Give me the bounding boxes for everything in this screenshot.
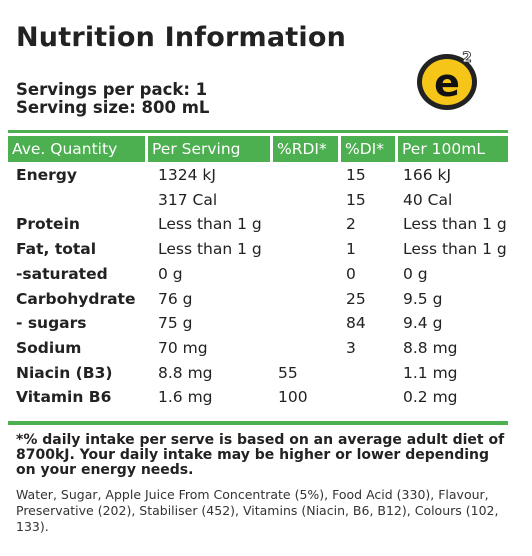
table-row: 317 Cal 15 40 Cal	[0, 191, 532, 215]
nutrient-name: Fat, total	[16, 240, 97, 259]
di-value: 3	[346, 338, 356, 357]
servings-per-pack: Servings per pack: 1	[16, 80, 208, 99]
di-value: 2	[346, 215, 356, 234]
per-serving-value: 1324 kJ	[158, 166, 216, 184]
table-row: Sodium 70 mg 3 8.8 mg	[0, 339, 532, 363]
di-value: 15	[346, 190, 366, 209]
per-serving-value: 0 g	[158, 264, 183, 283]
per-serving-value: 76 g	[158, 289, 193, 308]
daily-intake-footnote: *% daily intake per serve is based on an…	[16, 432, 505, 478]
per-serving-value: 1.6 mg	[158, 388, 213, 407]
serving-size: Serving size: 800 mL	[16, 98, 210, 117]
table-row: Protein Less than 1 g 2 Less than 1 g	[0, 215, 532, 239]
nutrient-name: Niacin (B3)	[16, 363, 113, 382]
di-value: 15	[346, 166, 366, 184]
col-header-per-100ml: Per 100mL	[398, 136, 508, 162]
di-value: 1	[346, 240, 356, 259]
table-row: Energy 1324 kJ 15 166 kJ	[0, 166, 532, 190]
brand-logo: e 2	[417, 50, 477, 110]
per-100ml-value: Less than 1 g	[403, 215, 507, 234]
per-100ml-value: 0.2 mg	[403, 388, 458, 407]
per-100ml-value: Less than 1 g	[403, 240, 507, 259]
nutrient-name: - sugars	[16, 314, 87, 333]
logo-letter: e	[434, 61, 460, 105]
per-100ml-value: 1.1 mg	[403, 363, 458, 382]
per-serving-value: 317 Cal	[158, 190, 218, 209]
per-100ml-value: 9.4 g	[403, 314, 443, 333]
nutrient-name: Vitamin B6	[16, 388, 112, 407]
per-serving-value: 8.8 mg	[158, 363, 213, 382]
col-header-per-serving: Per Serving	[148, 136, 270, 162]
per-serving-value: 75 g	[158, 314, 193, 333]
per-serving-value: Less than 1 g	[158, 240, 262, 259]
table-row: Fat, total Less than 1 g 1 Less than 1 g	[0, 240, 532, 264]
per-100ml-value: 40 Cal	[403, 190, 453, 209]
table-bottom-rule	[8, 421, 508, 425]
col-header-quantity: Ave. Quantity	[8, 136, 145, 162]
col-header-rdi: %RDI*	[273, 136, 338, 162]
rdi-value: 55	[278, 363, 298, 382]
rdi-value: 100	[278, 388, 308, 407]
table-row: - sugars 75 g 84 9.4 g	[0, 314, 532, 338]
table-row: Vitamin B6 1.6 mg 100 0.2 mg	[0, 388, 532, 412]
nutrient-name: Energy	[16, 166, 77, 184]
di-value: 25	[346, 289, 366, 308]
di-value: 0	[346, 264, 356, 283]
table-row: Carbohydrate 76 g 25 9.5 g	[0, 290, 532, 314]
col-header-di: %DI*	[341, 136, 395, 162]
di-value: 84	[346, 314, 366, 333]
table-row: Niacin (B3) 8.8 mg 55 1.1 mg	[0, 364, 532, 388]
header-top-rule	[8, 130, 508, 133]
logo-disc	[422, 59, 472, 105]
ingredients-list: Water, Sugar, Apple Juice From Concentra…	[16, 487, 499, 534]
per-100ml-value: 9.5 g	[403, 289, 443, 308]
per-serving-value: Less than 1 g	[158, 215, 262, 234]
logo-superscript: 2	[462, 50, 472, 66]
per-100ml-value: 166 kJ	[403, 166, 452, 184]
table-row: -saturated 0 g 0 0 g	[0, 265, 532, 289]
per-100ml-value: 8.8 mg	[403, 338, 458, 357]
per-serving-value: 70 mg	[158, 338, 208, 357]
nutrient-name: Sodium	[16, 338, 82, 357]
nutrient-name: Carbohydrate	[16, 289, 136, 308]
nutrient-name: -saturated	[16, 264, 108, 283]
nutrient-name: Protein	[16, 215, 80, 234]
page-title: Nutrition Information	[16, 22, 346, 53]
per-100ml-value: 0 g	[403, 264, 428, 283]
